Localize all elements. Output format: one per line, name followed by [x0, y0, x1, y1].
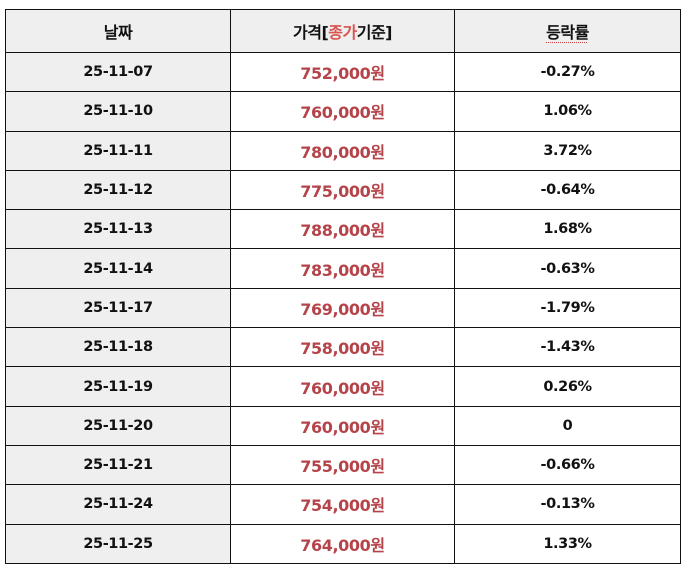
- date-cell: 25-11-24: [5, 484, 231, 525]
- price-cell: 760,000원: [230, 366, 455, 407]
- change-cell: -0.13%: [454, 484, 681, 525]
- change-cell: 0.26%: [454, 366, 681, 407]
- change-cell: 1.33%: [454, 523, 681, 564]
- change-cell: 1.68%: [454, 209, 681, 250]
- date-cell: 25-11-25: [5, 523, 231, 564]
- table-row: 25-11-24 754,000원 -0.13%: [5, 484, 681, 525]
- date-cell: 25-11-07: [5, 51, 231, 93]
- header-price-accent: 종가: [328, 23, 357, 42]
- date-cell: 25-11-12: [5, 169, 231, 211]
- price-cell: 758,000원: [230, 327, 455, 368]
- header-change: 등락률: [454, 9, 681, 53]
- price-cell: 752,000원: [230, 51, 455, 93]
- table-header-row: 날짜 가격[종가기준] 등락률: [5, 9, 681, 53]
- table-row: 25-11-14 783,000원 -0.63%: [5, 248, 681, 289]
- date-cell: 25-11-19: [5, 366, 231, 407]
- change-cell: -1.79%: [454, 287, 681, 329]
- price-cell: 754,000원: [230, 484, 455, 525]
- stock-price-table: 날짜 가격[종가기준] 등락률 25-11-07 752,000원 -0.27%…: [5, 9, 681, 564]
- change-cell: 3.72%: [454, 130, 681, 171]
- header-date: 날짜: [5, 9, 231, 53]
- header-price-prefix: 가격[: [293, 23, 329, 42]
- table-row: 25-11-10 760,000원 1.06%: [5, 91, 681, 132]
- change-cell: -0.63%: [454, 248, 681, 289]
- table-row: 25-11-13 788,000원 1.68%: [5, 209, 681, 250]
- price-cell: 769,000원: [230, 287, 455, 329]
- table-row: 25-11-20 760,000원 0: [5, 405, 681, 446]
- date-cell: 25-11-18: [5, 327, 231, 368]
- date-cell: 25-11-11: [5, 130, 231, 171]
- date-cell: 25-11-13: [5, 209, 231, 250]
- date-cell: 25-11-10: [5, 91, 231, 132]
- table-body: 25-11-07 752,000원 -0.27% 25-11-10 760,00…: [5, 51, 681, 564]
- date-cell: 25-11-17: [5, 287, 231, 329]
- price-cell: 775,000원: [230, 169, 455, 211]
- table-row: 25-11-25 764,000원 1.33%: [5, 523, 681, 564]
- price-cell: 780,000원: [230, 130, 455, 171]
- date-cell: 25-11-20: [5, 405, 231, 446]
- header-price: 가격[종가기준]: [230, 9, 455, 53]
- table-row: 25-11-21 755,000원 -0.66%: [5, 444, 681, 486]
- date-cell: 25-11-14: [5, 248, 231, 289]
- table-row: 25-11-19 760,000원 0.26%: [5, 366, 681, 407]
- price-cell: 788,000원: [230, 209, 455, 250]
- change-cell: 0: [454, 405, 681, 446]
- change-cell: -0.64%: [454, 169, 681, 211]
- table-row: 25-11-11 780,000원 3.72%: [5, 130, 681, 171]
- price-cell: 760,000원: [230, 91, 455, 132]
- change-cell: -0.66%: [454, 444, 681, 486]
- price-cell: 755,000원: [230, 444, 455, 486]
- price-cell: 760,000원: [230, 405, 455, 446]
- change-cell: -1.43%: [454, 327, 681, 368]
- table-row: 25-11-18 758,000원 -1.43%: [5, 327, 681, 368]
- table-row: 25-11-17 769,000원 -1.79%: [5, 287, 681, 329]
- change-cell: 1.06%: [454, 91, 681, 132]
- header-price-suffix: 기준]: [356, 23, 393, 42]
- table-row: 25-11-12 775,000원 -0.64%: [5, 169, 681, 211]
- header-date-label: 날짜: [103, 23, 133, 42]
- price-cell: 783,000원: [230, 248, 455, 289]
- table-row: 25-11-07 752,000원 -0.27%: [5, 51, 681, 93]
- price-cell: 764,000원: [230, 523, 455, 564]
- date-cell: 25-11-21: [5, 444, 231, 486]
- change-cell: -0.27%: [454, 51, 681, 93]
- header-change-label: 등락률: [546, 23, 589, 42]
